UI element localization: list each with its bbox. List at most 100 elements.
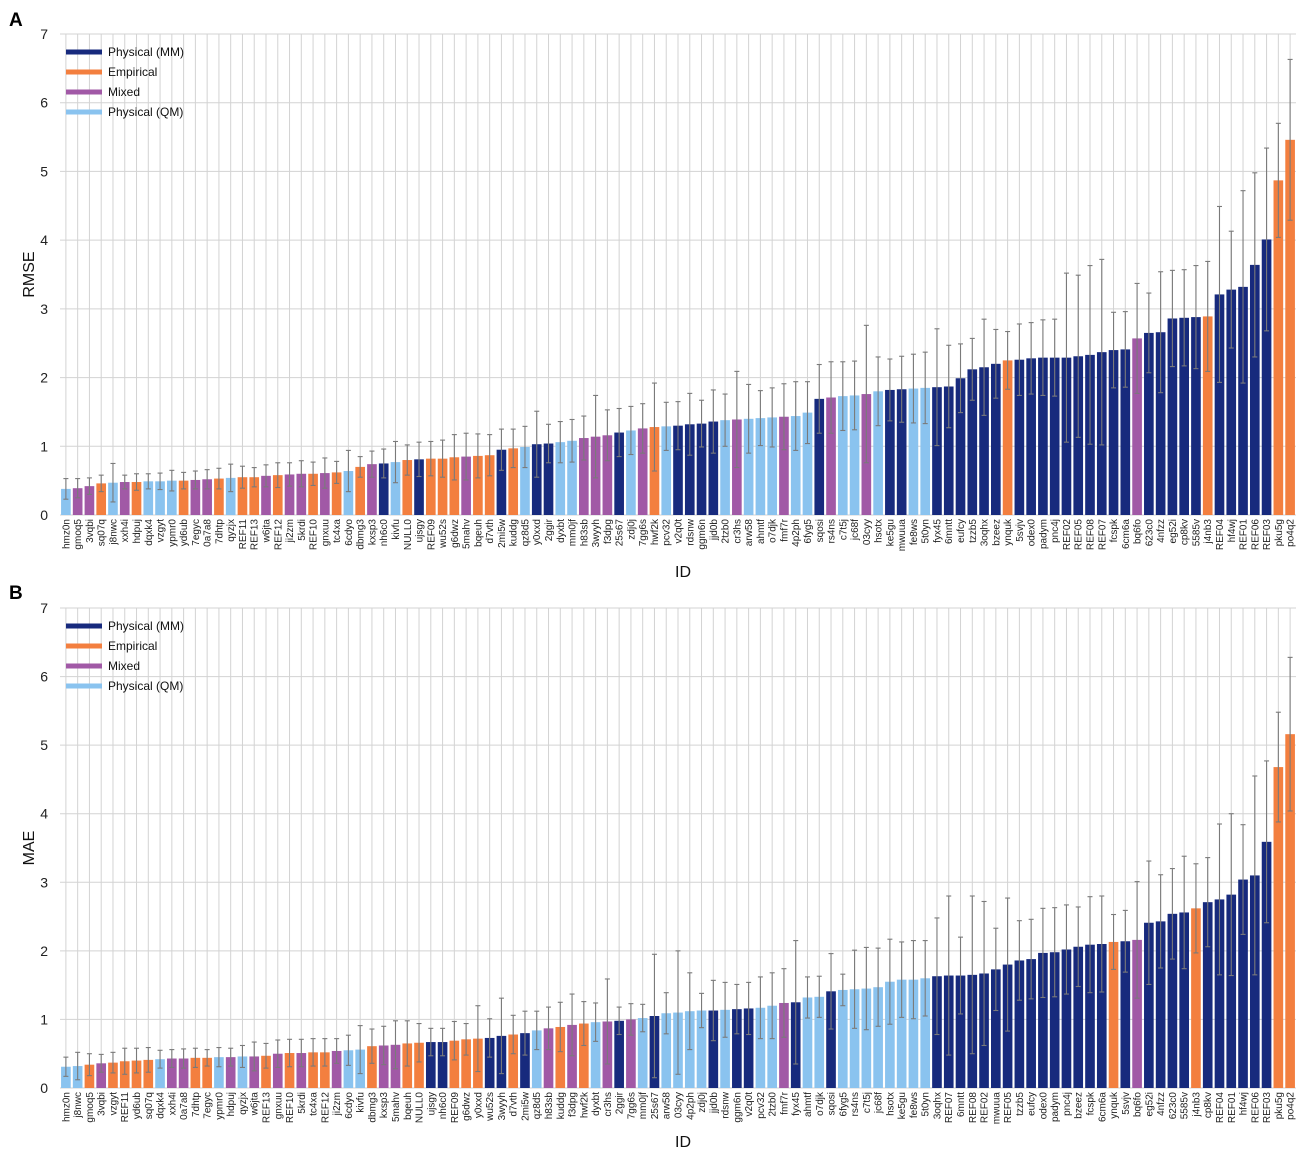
bar [367, 464, 377, 515]
x-tick-label: eufcy [1027, 1092, 1038, 1116]
x-tick-label: xxh4i [167, 1092, 178, 1115]
bar [1214, 294, 1225, 515]
bar [1144, 922, 1154, 1088]
x-tick-label: 4nfzz [1156, 1092, 1167, 1116]
x-tick-label: REF12 [320, 1092, 331, 1124]
bar [1202, 316, 1213, 515]
x-tick-label: ynquk [1003, 518, 1014, 546]
bar [131, 482, 142, 515]
x-tick-label: po4q2 [1286, 1092, 1296, 1120]
error-bar [251, 1041, 257, 1072]
error-bar [1122, 311, 1128, 388]
error-bar [334, 460, 340, 484]
error-bar [651, 382, 657, 472]
x-tick-label: 3vqbi [97, 1092, 108, 1116]
x-tick-label: 6mntt [956, 1092, 967, 1117]
error-bar [381, 1025, 387, 1066]
legend-swatch [66, 623, 102, 629]
error-bar [1040, 319, 1046, 396]
x-tick-label: fyx45 [932, 519, 943, 543]
x-tick-label: w6jta [250, 1092, 261, 1117]
bar [1261, 841, 1272, 1088]
error-bar [463, 432, 469, 481]
x-tick-label: ypmr0 [214, 1092, 225, 1120]
x-tick-label: 2tzb0 [721, 519, 732, 544]
x-tick-label: bq6fo [1133, 1092, 1144, 1117]
x-tick-label: bqeuh [403, 1092, 414, 1120]
y-tick-label: 4 [40, 806, 48, 822]
error-bar [581, 1001, 587, 1047]
x-tick-label: REF01 [1239, 519, 1250, 551]
bar [614, 432, 624, 515]
x-tick-label: arw58 [662, 1092, 673, 1120]
error-bar [134, 473, 140, 491]
y-tick-label: 6 [40, 95, 48, 111]
bar [190, 479, 201, 515]
bar [1038, 357, 1048, 515]
x-tick-label: 4p2ph [685, 1092, 696, 1120]
bar [272, 475, 283, 515]
error-bar [475, 1005, 481, 1073]
error-bar [769, 387, 775, 448]
error-bar [275, 462, 281, 489]
bar [932, 387, 942, 515]
x-tick-label: v2q0t [674, 519, 685, 544]
error-bar [1193, 863, 1199, 954]
x-tick-label: 5585v [1180, 1092, 1191, 1119]
bar [1132, 338, 1142, 515]
legend-label: Physical (QM) [108, 105, 183, 119]
x-tick-label: g6dwz [462, 1092, 473, 1121]
error-bar [593, 1002, 599, 1042]
bar [814, 996, 825, 1088]
error-bar [734, 370, 740, 469]
x-tick-label: eg52i [1168, 519, 1179, 543]
x-tick-label: zdj0j [697, 1092, 708, 1113]
x-tick-label: NULL0 [415, 1092, 426, 1124]
x-tick-label: ujsgy [426, 1092, 437, 1115]
panel-letter: B [9, 583, 23, 604]
bar [425, 458, 436, 515]
error-bar [1005, 330, 1011, 390]
bar [508, 1034, 519, 1088]
error-bar [557, 420, 563, 464]
bar [261, 475, 271, 515]
x-tick-label: 3oqhx [932, 1092, 943, 1119]
x-tick-label: 6mntt [944, 519, 955, 544]
bar [802, 997, 813, 1088]
legend-label: Physical (QM) [108, 679, 183, 693]
error-bar [969, 895, 975, 1055]
bar [214, 1057, 224, 1088]
error-bar [1016, 323, 1022, 396]
bar [1238, 879, 1248, 1088]
x-tick-label: ujsgy [415, 519, 426, 542]
error-bar [1193, 265, 1199, 370]
legend-swatch [66, 663, 102, 669]
x-tick-label: bq6fo [1133, 519, 1144, 544]
error-bar [1134, 282, 1140, 394]
bar [449, 457, 460, 515]
bar [531, 1030, 542, 1088]
bar [543, 1028, 554, 1088]
x-tick-label: pnc4j [1050, 519, 1061, 543]
error-bar [1016, 920, 1022, 1001]
bar [108, 1062, 118, 1088]
x-tick-label: rs4ns [850, 1092, 861, 1116]
x-tick-label: j8nwc [73, 1092, 84, 1119]
x-tick-label: hmz0n [61, 1092, 72, 1122]
x-tick-label: po4q2 [1286, 519, 1296, 547]
bar [837, 989, 848, 1088]
x-tick-label: 7egyc [191, 519, 202, 546]
error-bar [663, 992, 669, 1035]
x-tick-label: 3vqbi [85, 519, 96, 543]
bar [637, 428, 648, 515]
error-bar [157, 1049, 163, 1069]
bar [991, 969, 1001, 1088]
error-bar [557, 1001, 563, 1053]
bar [743, 418, 754, 515]
error-bar [969, 337, 975, 401]
x-tick-label: o7djk [815, 1091, 826, 1116]
bar [225, 1057, 236, 1088]
error-bar [98, 474, 104, 493]
x-tick-label: h83sb [544, 1092, 555, 1120]
y-tick-label: 0 [40, 507, 48, 523]
